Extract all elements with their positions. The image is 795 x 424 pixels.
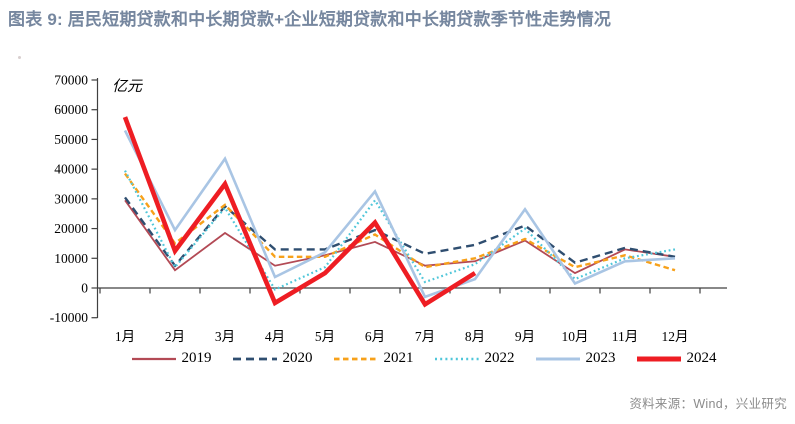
source-note: 资料来源：Wind，兴业研究 — [629, 397, 787, 411]
legend-label: 2023 — [585, 350, 616, 366]
legend-swatch-dashed-line — [333, 357, 378, 360]
y-axis-label: 40000 — [54, 162, 88, 177]
y-axis-label: 20000 — [54, 221, 88, 236]
legend-swatch-dotted-line — [434, 357, 479, 360]
y-axis-unit-label: 亿元 — [112, 78, 143, 95]
x-axis-label: 4月 — [265, 329, 285, 344]
x-axis-label: 8月 — [465, 329, 485, 344]
series-line-2020 — [124, 196, 676, 268]
x-axis-label: 6月 — [365, 329, 385, 344]
figure-title: 图表 9: 居民短期贷款和中长期贷款+企业短期贷款和中长期贷款季节性走势情况 — [8, 10, 612, 29]
line-chart: 70000 60000 50000 40000 30000 20000 10000 0 -100… — [50, 73, 727, 344]
y-axis-label: 10000 — [54, 251, 88, 266]
x-axis-label: 10月 — [562, 329, 589, 344]
legend-label: 2024 — [686, 350, 717, 366]
x-axis-label: 5月 — [315, 329, 335, 344]
legend-label: 2021 — [383, 350, 414, 366]
legend-item-2022: 2022 — [434, 350, 515, 367]
legend-swatch-solid-line — [636, 356, 681, 361]
x-axis-label: 2月 — [165, 329, 185, 344]
y-axis-label: 30000 — [54, 191, 88, 206]
legend-label: 2020 — [282, 350, 313, 366]
legend-item-2021: 2021 — [333, 350, 414, 367]
x-axis-label: 1月 — [115, 329, 135, 344]
stray-mark — [18, 56, 21, 59]
series-line-2022 — [124, 170, 676, 291]
legend-label: 2019 — [181, 350, 212, 366]
legend-item-2024: 2024 — [636, 350, 717, 367]
y-axis-label: 60000 — [54, 102, 88, 117]
legend-item-2019: 2019 — [131, 350, 212, 367]
legend-swatch-solid-line — [535, 357, 580, 360]
series-line-2021 — [124, 172, 676, 272]
series-line-2019 — [124, 199, 676, 275]
series-line-2024 — [122, 116, 477, 308]
x-axis-label: 12月 — [662, 329, 689, 344]
legend-label: 2022 — [484, 350, 515, 366]
chart-legend: 2019 2020 2021 2022 2023 2024 — [26, 350, 795, 367]
series-line-2023 — [123, 129, 676, 299]
x-axis-label: 9月 — [515, 329, 535, 344]
legend-item-2023: 2023 — [535, 350, 616, 367]
x-axis-label: 3月 — [215, 329, 235, 344]
y-axis-label: 70000 — [54, 73, 88, 88]
legend-swatch-solid-line — [131, 357, 176, 360]
legend-swatch-dashed-line — [232, 357, 277, 360]
y-axis-label: 0 — [81, 281, 88, 296]
x-axis-label: 7月 — [415, 329, 435, 344]
legend-item-2020: 2020 — [232, 350, 313, 367]
x-axis-label: 11月 — [612, 329, 639, 344]
y-axis-label: -10000 — [50, 310, 88, 325]
y-axis-label: 50000 — [54, 132, 88, 147]
